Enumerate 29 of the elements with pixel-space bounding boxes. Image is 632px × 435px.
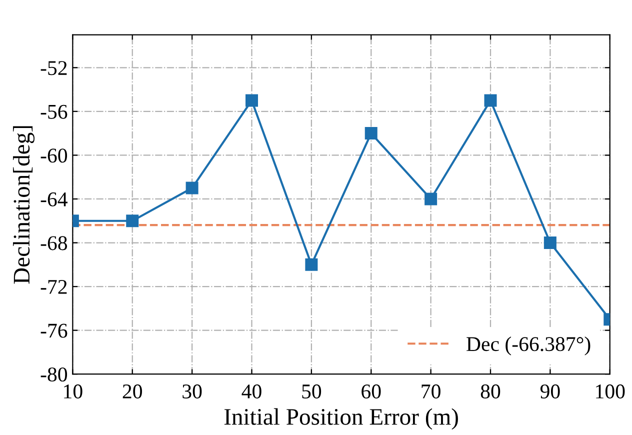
x-axis-title: Initial Position Error (m) bbox=[224, 408, 458, 430]
x-tick-label: 20 bbox=[122, 384, 142, 398]
legend-label: Dec (-66.387°) bbox=[466, 336, 590, 356]
point bbox=[544, 236, 556, 250]
y-tick-label: -60 bbox=[40, 148, 68, 163]
y-axis-title: Declination[deg] bbox=[13, 126, 34, 284]
point bbox=[245, 94, 258, 107]
x-tick-label: 100 bbox=[596, 384, 625, 398]
x-tick-label: 50 bbox=[302, 384, 322, 398]
x-tick-label: 90 bbox=[540, 384, 560, 398]
y-tick-label: -56 bbox=[40, 104, 68, 119]
x-tick-label: 10 bbox=[64, 384, 82, 398]
y-tick-label: -72 bbox=[40, 280, 67, 294]
x-tick-label: 80 bbox=[480, 384, 500, 398]
point bbox=[364, 127, 378, 140]
point bbox=[305, 258, 318, 271]
x-tick-label: 60 bbox=[362, 384, 381, 398]
point bbox=[186, 182, 198, 194]
y-tick-label: -52 bbox=[40, 61, 67, 76]
point bbox=[484, 94, 497, 107]
point bbox=[126, 214, 139, 228]
point bbox=[424, 192, 438, 206]
y-tick-label: -64 bbox=[40, 192, 68, 206]
y-tick-label: -80 bbox=[40, 367, 68, 382]
x-tick-label: 30 bbox=[182, 384, 202, 398]
y-tick-label: -76 bbox=[40, 324, 68, 338]
x-tick-label: 70 bbox=[422, 384, 440, 398]
x-tick-label: 40 bbox=[242, 384, 262, 398]
y-tick-label: -68 bbox=[40, 236, 68, 250]
